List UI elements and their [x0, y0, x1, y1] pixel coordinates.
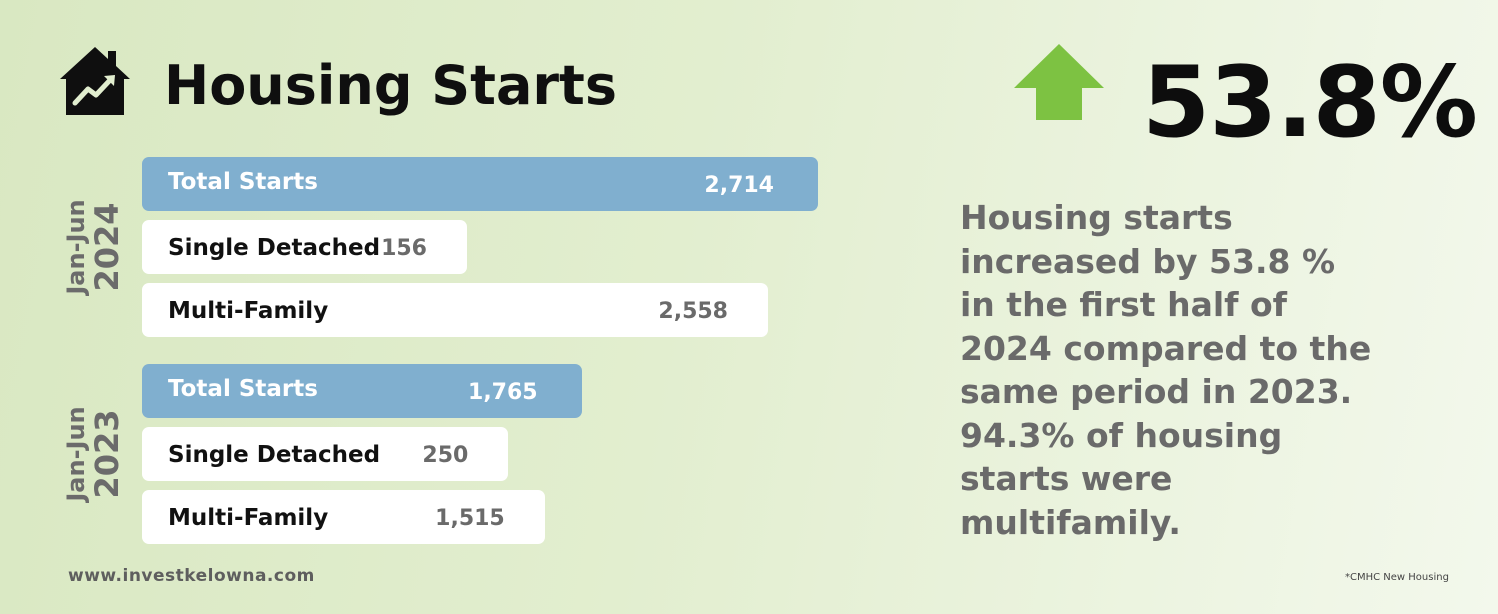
description-text: Housing starts increased by 53.8 % in th… [960, 198, 1372, 542]
headline-percentage: 53.8% [1142, 46, 1478, 160]
group-label-2024: Jan-Jun 2024 [62, 167, 126, 327]
bar-label: Multi-Family [168, 505, 329, 531]
bar-label: Total Starts [168, 169, 318, 195]
bar-value: 1,765 [468, 380, 538, 405]
bar-label: Single Detached [168, 235, 381, 261]
single-detached-bar-2024: Single Detached 156 [142, 220, 467, 274]
page-title: Housing Starts [164, 54, 618, 117]
bar-value: 250 [422, 443, 469, 468]
multi-family-bar-2024: Multi-Family 2,558 [142, 283, 768, 337]
bar-value: 156 [381, 236, 427, 261]
bar-label: Single Detached [168, 442, 381, 468]
bar-value: 2,714 [704, 173, 774, 198]
group-year-label: 2024 [88, 201, 126, 292]
bar-label: Total Starts [168, 376, 318, 402]
total-starts-bar-2024: Total Starts 2,714 [142, 157, 818, 211]
website-link[interactable]: www.investkelowna.com [68, 566, 315, 586]
multi-family-bar-2023: Multi-Family 1,515 [142, 490, 545, 544]
source-note: *CMHC New Housing [1345, 572, 1449, 583]
up-arrow-icon [1014, 44, 1104, 120]
group-period-label: Jan-Jun [62, 405, 90, 502]
bar-value: 2,558 [658, 299, 728, 324]
title-block: Housing Starts [58, 44, 617, 120]
house-growth-icon [60, 47, 130, 115]
bar-value: 1,515 [435, 506, 505, 531]
single-detached-bar-2023: Single Detached 250 [142, 427, 509, 481]
total-starts-bar-2023: Total Starts 1,765 [142, 364, 582, 418]
up-arrow-shape [1014, 44, 1104, 120]
bar-label: Multi-Family [168, 298, 329, 324]
group-period-label: Jan-Jun [62, 198, 90, 295]
group-year-label: 2023 [88, 408, 126, 499]
group-label-2023: Jan-Jun 2023 [62, 374, 126, 534]
